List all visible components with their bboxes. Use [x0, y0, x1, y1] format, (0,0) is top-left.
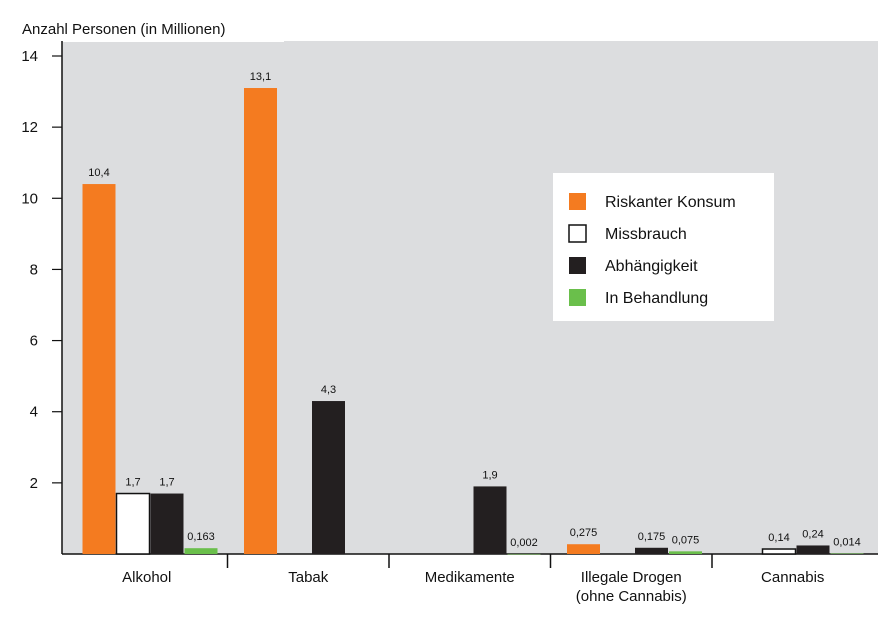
legend-label: Riskanter Konsum	[605, 194, 736, 211]
bar	[567, 544, 600, 554]
y-axis-label: Anzahl Personen (in Millionen)	[22, 21, 225, 38]
data-label: 1,7	[125, 477, 140, 489]
data-label: 10,4	[88, 167, 109, 179]
data-labels-group: 10,4 13,1 0,275 1,7 0,14 1,7 4,3 1,9 0,175 0,24 0,…	[88, 71, 860, 549]
data-label: 0,24	[802, 528, 823, 540]
legend-swatch	[569, 193, 586, 210]
bar	[796, 545, 830, 554]
y-axis-label-box	[14, 15, 284, 42]
bar	[150, 493, 184, 554]
y-tick-label: 2	[30, 475, 38, 492]
data-label: 0,014	[833, 537, 861, 549]
axes: 2 4 6 8 10 12 14 Alkohol Tabak Medikamente Illegal…	[21, 41, 878, 605]
legend-label: In Behandlung	[605, 290, 708, 307]
data-label: 0,075	[672, 534, 700, 546]
data-label: 0,175	[638, 531, 666, 543]
data-label: 0,14	[768, 532, 789, 544]
data-label: 0,163	[187, 531, 215, 543]
data-label: 0,002	[510, 537, 538, 549]
bar	[669, 551, 702, 554]
x-tick-label: Tabak	[288, 569, 329, 586]
y-tick-label: 14	[21, 48, 38, 65]
data-label: 1,9	[482, 469, 497, 481]
y-tick-label: 4	[30, 404, 38, 421]
data-label: 13,1	[250, 71, 271, 83]
bar	[507, 553, 541, 555]
bar	[830, 553, 864, 555]
y-tick-label: 12	[21, 119, 38, 136]
bar	[761, 548, 797, 555]
legend-box	[553, 173, 774, 321]
legend-label: Missbrauch	[605, 226, 687, 243]
y-tick-label: 8	[30, 261, 38, 278]
data-label: 4,3	[321, 384, 336, 396]
legend-swatch	[569, 257, 586, 274]
bar	[244, 88, 277, 554]
y-tick-label: 10	[21, 190, 38, 207]
bar	[312, 401, 345, 554]
y-tick-label: 6	[30, 333, 38, 350]
x-tick-label: Alkohol	[122, 569, 171, 586]
bar	[473, 486, 507, 554]
legend-swatch	[568, 224, 587, 243]
legend-label: Abhängigkeit	[605, 258, 698, 275]
x-tick-label: Cannabis	[761, 569, 824, 586]
x-tick-label: Medikamente	[425, 569, 515, 586]
legend: Riskanter Konsum Missbrauch Abhängigkeit In…	[553, 173, 774, 321]
bar	[115, 492, 151, 555]
data-label: 1,7	[159, 477, 174, 489]
legend-swatch	[569, 289, 586, 306]
x-tick-label: Illegale Drogen (ohne Cannabis)	[576, 569, 687, 605]
bars-group	[82, 88, 864, 555]
bar	[184, 548, 218, 554]
bar	[82, 184, 116, 555]
bar	[635, 547, 668, 554]
data-label: 0,275	[570, 527, 598, 539]
